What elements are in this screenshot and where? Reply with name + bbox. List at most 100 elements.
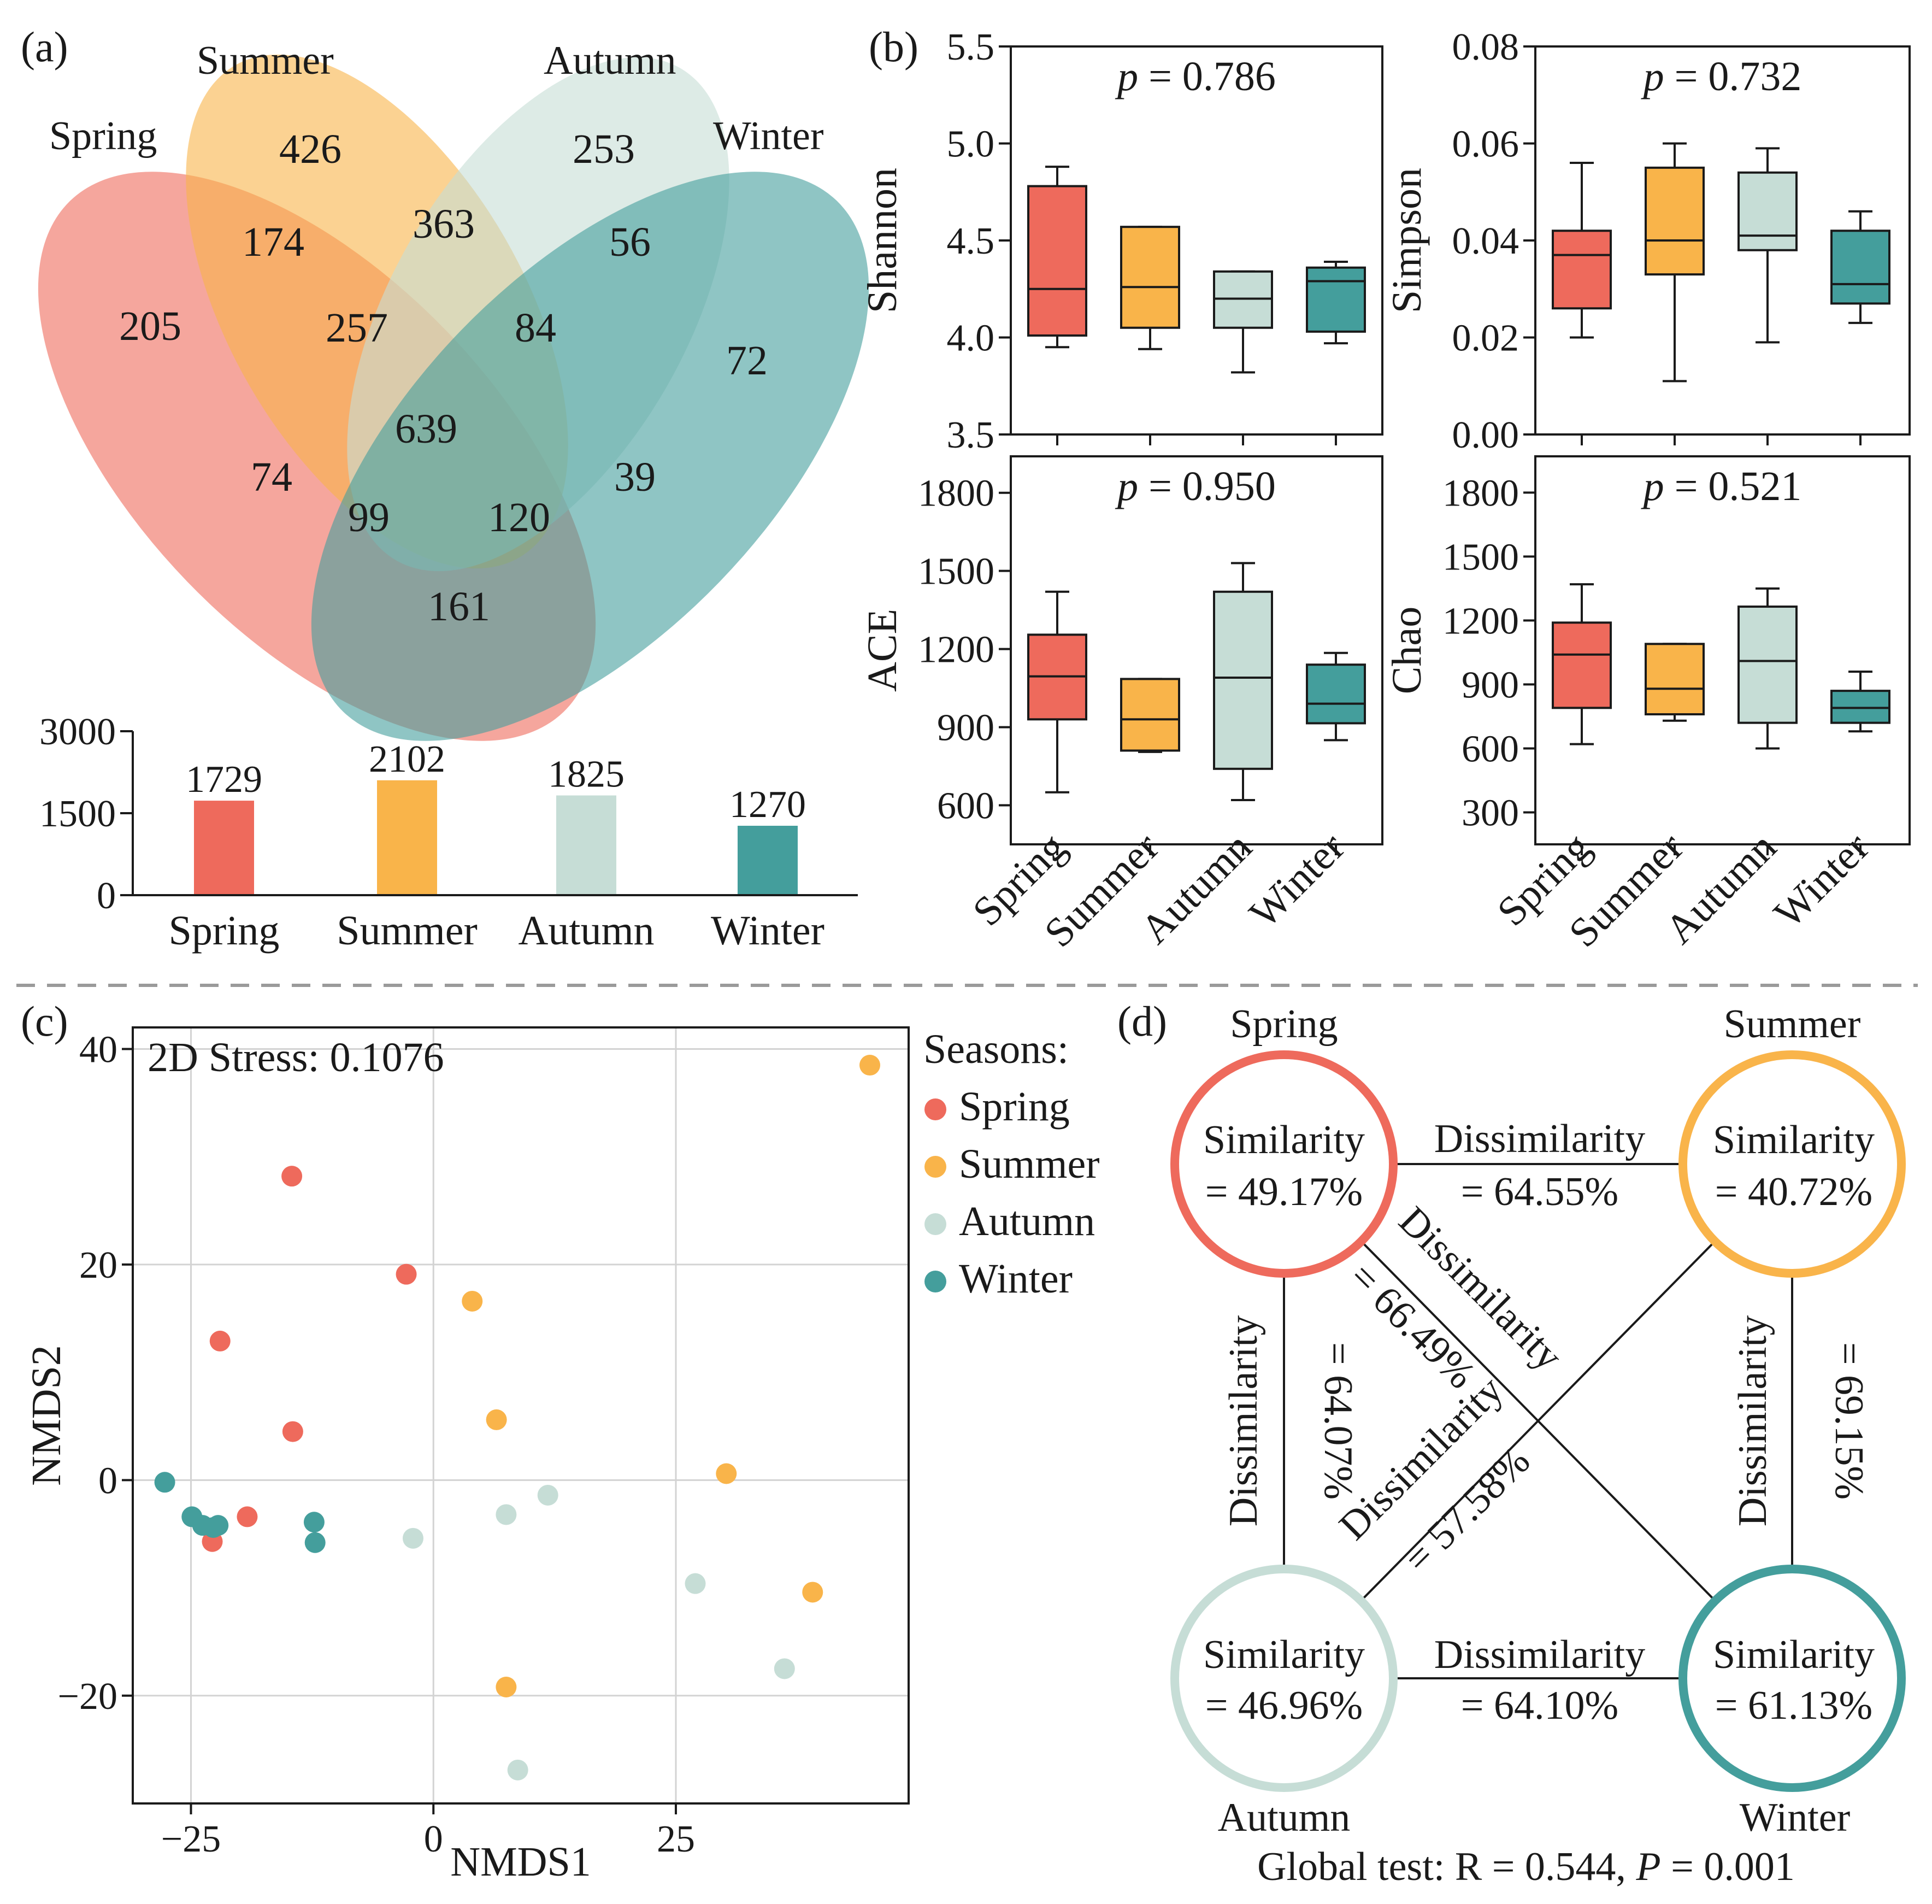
boxplot-chao: 300 600 900 1200 1500 1800 p = 0.521 Chao (1384, 455, 1911, 855)
nmds-point-spring (237, 1506, 258, 1527)
bar-xtick-label: Winter (711, 908, 824, 954)
box-spring (1552, 583, 1612, 745)
node-similarity-label: Similarity (1713, 1632, 1875, 1677)
edge-label: Dissimilarity (1730, 1315, 1775, 1526)
box-iqr (1552, 230, 1612, 310)
box-autumn (1213, 270, 1273, 374)
global-test-result: Global test: R = 0.544, P = 0.001 (1257, 1844, 1795, 1889)
legend-label-autumn: Autumn (959, 1198, 1095, 1244)
boxplot-ytick-label: 5.5 (947, 26, 995, 68)
boxplot-ytick-label: 600 (937, 785, 994, 827)
edge-label: Dissimilarity (1221, 1315, 1266, 1526)
legend-marker-spring (924, 1098, 946, 1120)
nmds-grid (133, 1027, 909, 1803)
boxplot-ytick-label: 1500 (918, 551, 994, 593)
box-autumn (1737, 587, 1798, 750)
venn-count-summer-only: 426 (279, 126, 341, 172)
panel-d-label: (d) (1117, 997, 1167, 1045)
box-summer (1120, 226, 1180, 350)
boxplot-p-value: p = 0.950 (1115, 463, 1276, 509)
boxplot-ytick-label: 1500 (1442, 536, 1519, 578)
venn-count-all-four: 639 (395, 406, 457, 452)
panel-c-label: (c) (21, 997, 68, 1045)
boxplot-ytick-label: 0.08 (1452, 26, 1519, 68)
nmds-point-summer (486, 1409, 507, 1430)
node-similarity-label: Similarity (1203, 1118, 1365, 1162)
edge-value: = 64.10% (1461, 1683, 1618, 1728)
boxplot-ytick-label: 1800 (1442, 472, 1519, 514)
venn-diagram: Spring Summer Autumn Winter 205 426 253 … (38, 38, 869, 741)
nmds-point-autumn (402, 1527, 423, 1549)
box-iqr (1120, 678, 1180, 752)
bar-chart: 1729 2102 1825 1270 0 1500 3000 Spring Summ… (39, 711, 858, 954)
panel-c: (c) −25 0 25 −20 0 20 40 2D Stress: 0.1076 NMD… (21, 997, 1100, 1885)
node-name-winter: Winter (1740, 1795, 1851, 1840)
nmds-point-autumn (496, 1504, 517, 1525)
nmds-point-summer (859, 1055, 880, 1076)
boxplot-p-value: p = 0.786 (1115, 54, 1276, 99)
box-winter (1830, 210, 1890, 324)
venn-count-spring-winter: 161 (428, 584, 490, 630)
venn-count-spring-autumn: 74 (251, 454, 292, 500)
node-circle-autumn (1170, 1565, 1398, 1792)
venn-label-winter: Winter (713, 114, 824, 158)
box-iqr (1830, 230, 1890, 305)
bar-value-label: 1270 (729, 784, 806, 826)
nmds-point-winter (303, 1512, 325, 1533)
boxplot-p-value: p = 0.521 (1641, 463, 1802, 509)
boxplot-ytick-label: 0.04 (1452, 220, 1519, 262)
nmds-point-spring (282, 1421, 303, 1442)
boxplot-ytick-label: 1200 (918, 629, 994, 671)
venn-label-summer: Summer (197, 38, 334, 83)
boxplot-ytick-label: 900 (937, 707, 994, 749)
box-iqr (1737, 606, 1798, 724)
edge-label: Dissimilarity (1434, 1116, 1645, 1161)
legend-marker-summer (924, 1156, 946, 1178)
box-winter (1306, 651, 1366, 742)
venn-count-spring-summer-winter: 120 (488, 495, 550, 540)
nmds-point-winter (154, 1472, 175, 1493)
bar-autumn (556, 795, 616, 895)
boxplot-ytick-label: 3.5 (947, 414, 995, 456)
node-similarity-value: = 61.13% (1715, 1683, 1872, 1728)
boxplot-p-value: p = 0.732 (1641, 54, 1802, 99)
boxplot-shannon: 3.5 4.0 4.5 5.0 5.5 p = 0.786 Shannon (859, 26, 1383, 456)
nmds-xtick-label: 25 (657, 1818, 695, 1860)
edge-value: = 64.55% (1461, 1170, 1618, 1214)
box-iqr (1737, 171, 1798, 251)
nmds-point-autumn (774, 1658, 795, 1679)
nmds-point-autumn (537, 1484, 558, 1506)
nmds-ytick-label: 40 (79, 1029, 117, 1071)
venn-count-autumn-only: 253 (573, 126, 635, 172)
boxplot-y-axis-title: Chao (1384, 607, 1430, 694)
venn-count-spring-only: 205 (119, 303, 181, 349)
node-circle-spring (1170, 1050, 1398, 1278)
bar-spring (194, 801, 254, 895)
nmds-point-summer (496, 1677, 517, 1697)
boxplot-ytick-label: 1200 (1442, 600, 1519, 642)
node-similarity-value: = 46.96% (1205, 1683, 1363, 1728)
nmds-xtick-label: 0 (424, 1818, 443, 1860)
venn-count-summer-autumn-winter: 84 (515, 305, 556, 351)
node-name-summer: Summer (1724, 1002, 1861, 1047)
nmds-point-autumn (507, 1759, 528, 1780)
nmds-x-axis-title: NMDS1 (450, 1839, 591, 1885)
node-similarity-value: = 40.72% (1715, 1170, 1872, 1214)
box-summer (1645, 643, 1705, 722)
nmds-y-axis-title: NMDS2 (23, 1345, 69, 1486)
bar-xtick-label: Spring (169, 908, 280, 954)
nmds-point-spring (396, 1264, 417, 1285)
box-xtick-label: Winter (1241, 824, 1353, 937)
boxplot-ytick-label: 300 (1462, 792, 1519, 834)
nmds-ticks: −25 0 25 −20 0 20 40 (58, 1029, 695, 1860)
box-iqr (1306, 663, 1366, 725)
boxplot-ytick-label: 600 (1462, 728, 1519, 770)
legend-marker-winter (924, 1271, 946, 1292)
panel-a: (a) Spring Summer Autumn Winter 205 426 … (21, 23, 869, 954)
bar-value-label: 2102 (369, 738, 445, 780)
box-winter (1830, 671, 1890, 733)
box-iqr (1120, 226, 1180, 329)
bar-ytick-label: 0 (97, 875, 116, 917)
boxplot-ytick-label: 5.0 (947, 124, 995, 166)
venn-count-spring-summer-autumn: 257 (326, 305, 388, 351)
